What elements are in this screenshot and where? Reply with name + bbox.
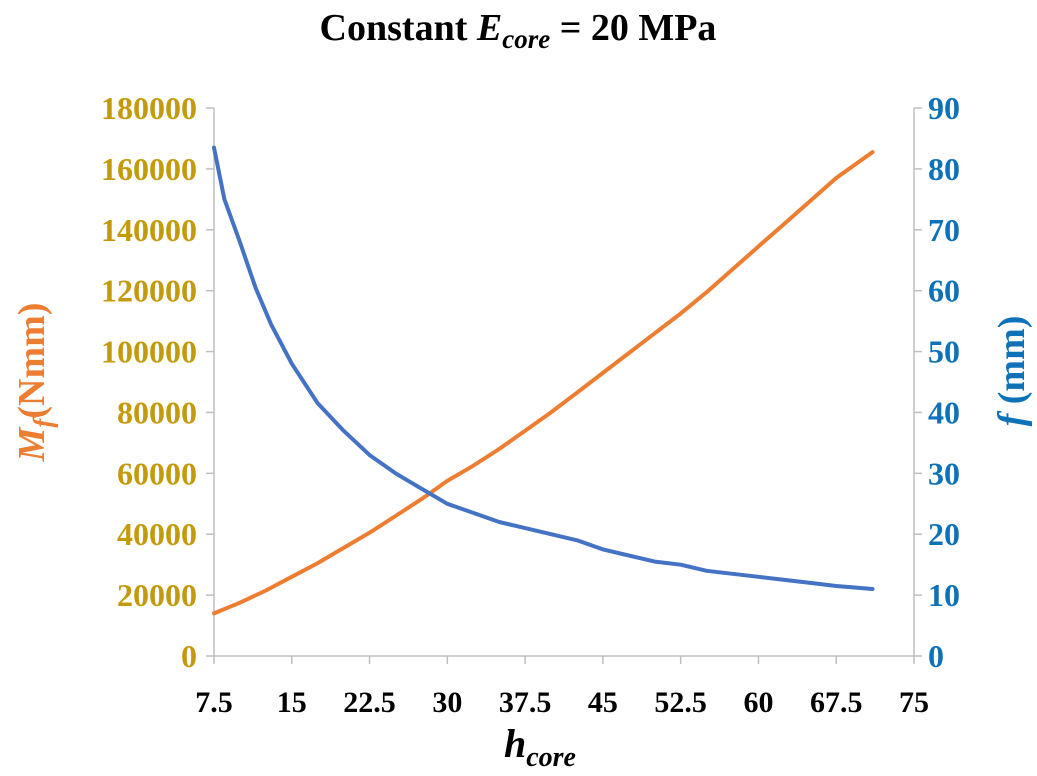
left-tick-label: 100000	[101, 334, 197, 370]
series-line-mf	[212, 150, 875, 616]
left-tick-label: 120000	[101, 273, 197, 309]
labels-layer: 7.5 15 22.5 30 37.5 45 52.5 60 67.5 75 0 20000 40000…	[11, 90, 1033, 773]
title-suffix: = 20 MPa	[550, 7, 716, 49]
right-axis-unit: (mm)	[991, 316, 1033, 414]
x-tick-label: 52.5	[654, 686, 707, 719]
right-tick-label: 90	[928, 90, 960, 126]
x-axis-symbol: h	[504, 721, 526, 766]
right-tick-label: 20	[928, 516, 960, 552]
right-tick-label: 50	[928, 334, 960, 370]
right-tick-label: 60	[928, 273, 960, 309]
title-prefix: Constant	[320, 7, 477, 49]
left-tick-label: 160000	[101, 151, 197, 187]
series-layer	[212, 145, 875, 616]
x-tick-label: 60	[743, 686, 773, 719]
right-tick-label: 40	[928, 394, 960, 430]
left-axis-unit: (Nmm)	[11, 303, 53, 419]
axes-layer	[206, 107, 922, 664]
right-tick-label: 10	[928, 577, 960, 613]
right-tick-label: 30	[928, 455, 960, 491]
right-tick-label: 0	[928, 638, 944, 674]
left-tick-label: 80000	[117, 394, 197, 430]
title-symbol: E	[476, 7, 502, 49]
chart-title: Constant Ecore = 20 MPa	[320, 7, 717, 54]
left-tick-label: 140000	[101, 212, 197, 248]
x-axis-title: hcore	[504, 721, 576, 771]
x-tick-label: 7.5	[195, 686, 233, 719]
x-tick-label: 67.5	[810, 686, 863, 719]
x-tick-label: 37.5	[499, 686, 552, 719]
right-axis-title: f (mm)	[991, 316, 1033, 427]
left-axis-subscript: f	[28, 416, 58, 428]
x-tick-label: 15	[277, 686, 307, 719]
x-tick-label: 30	[432, 686, 462, 719]
left-tick-label: 20000	[117, 577, 197, 613]
left-axis-symbol: M	[11, 426, 53, 462]
series-line-f	[212, 145, 875, 591]
right-tick-label: 70	[928, 212, 960, 248]
x-tick-label: 45	[588, 686, 618, 719]
title-layer: Constant Ecore = 20 MPa	[320, 7, 717, 54]
right-axis-symbol: f	[991, 410, 1033, 426]
left-axis-title: Mf(Nmm)	[11, 303, 58, 463]
x-axis-subscript: core	[526, 742, 576, 771]
left-tick-label: 0	[181, 638, 197, 674]
x-tick-label: 22.5	[343, 686, 396, 719]
right-tick-label: 80	[928, 151, 960, 187]
left-tick-label: 180000	[101, 90, 197, 126]
left-tick-label: 40000	[117, 516, 197, 552]
x-tick-label: 75	[899, 686, 929, 719]
left-tick-label: 60000	[117, 455, 197, 491]
title-subscript: core	[502, 24, 550, 54]
